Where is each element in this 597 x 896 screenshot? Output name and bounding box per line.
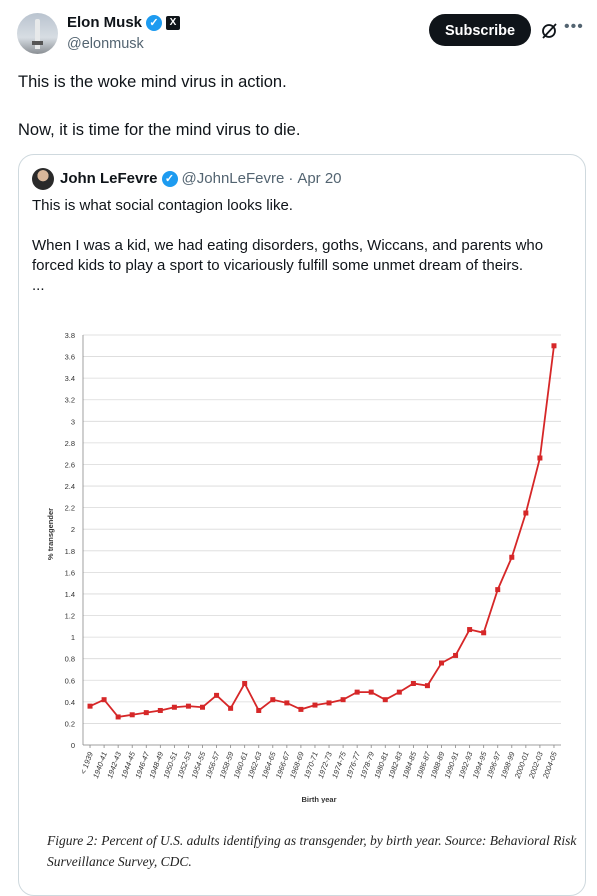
tweet-line-1: This is the woke mind virus in action. — [18, 73, 287, 91]
quote-header: John LeFevre ✓ @JohnLeFevre · Apr 20 — [60, 170, 342, 187]
author-name[interactable]: Elon Musk — [67, 14, 143, 31]
tweet-text: This is the woke mind virus in action. N… — [18, 70, 578, 142]
grok-icon[interactable] — [540, 22, 558, 40]
quote-date[interactable]: Apr 20 — [297, 170, 342, 187]
tweet-line-2: Now, it is time for the mind virus to di… — [18, 121, 301, 139]
y-tick-label: 2.4 — [65, 482, 75, 491]
y-tick-label: 0.4 — [65, 698, 75, 707]
author-avatar[interactable] — [17, 13, 58, 54]
x-axis-label: Birth year — [301, 795, 336, 803]
data-point — [382, 697, 388, 703]
data-point — [298, 706, 304, 712]
x-logo-icon: X — [166, 15, 181, 30]
data-point — [467, 627, 473, 633]
data-point — [143, 710, 149, 716]
data-point — [101, 697, 107, 703]
y-tick-label: 3 — [71, 417, 75, 426]
quote-paragraph-1: This is what social contagion looks like… — [32, 197, 293, 214]
quoted-tweet[interactable]: John LeFevre ✓ @JohnLeFevre · Apr 20 Thi… — [18, 154, 586, 896]
data-point — [354, 689, 360, 695]
author-name-row: Elon Musk ✓ X — [67, 14, 181, 31]
y-tick-label: 2 — [71, 525, 75, 534]
transgender-birth-year-chart: 0 0.2 0.4 0.6 0.8 1 1.2 1.4 1.6 1.8 2 2.2 2.4 2.6 2.8 3… — [46, 331, 561, 803]
data-point — [185, 703, 191, 709]
quote-author-avatar[interactable] — [32, 168, 54, 190]
figure-caption: Figure 2: Percent of U.S. adults identif… — [47, 833, 577, 869]
data-point — [396, 689, 402, 695]
data-point — [270, 697, 276, 703]
series-line — [89, 345, 555, 718]
data-point — [228, 705, 234, 711]
y-tick-label: 3.6 — [65, 353, 75, 362]
tweet-spacer — [18, 94, 578, 118]
data-point — [481, 630, 487, 636]
y-tick-label: 2.8 — [65, 439, 75, 448]
quote-paragraph-2: When I was a kid, we had eating disorder… — [32, 237, 544, 274]
y-tick-label: 1.6 — [65, 568, 75, 577]
data-point — [410, 681, 416, 686]
data-point — [424, 683, 430, 689]
y-tick-label: 0.2 — [65, 719, 75, 728]
y-tick-label: 3.4 — [65, 374, 75, 383]
tweet-header: Elon Musk ✓ X @elonmusk Subscribe ••• — [0, 0, 597, 70]
subscribe-button[interactable]: Subscribe — [429, 14, 531, 46]
y-tick-label: 2.2 — [65, 504, 75, 513]
data-point — [326, 700, 332, 706]
data-point — [495, 587, 501, 593]
y-tick-label: 1.4 — [65, 590, 75, 599]
y-axis-label: % transgender — [46, 508, 55, 560]
data-point — [115, 714, 121, 720]
y-tick-label: 3.2 — [65, 396, 75, 405]
y-tick-label: 1 — [71, 633, 75, 642]
data-point — [509, 554, 515, 560]
data-point — [537, 455, 543, 461]
data-point — [171, 704, 177, 710]
data-point — [368, 689, 374, 695]
quote-text: This is what social contagion looks like… — [32, 196, 572, 296]
verified-badge-icon: ✓ — [146, 14, 163, 31]
quote-ellipsis: ... — [32, 277, 45, 294]
data-point — [214, 692, 220, 698]
data-point — [284, 700, 290, 706]
data-point — [453, 652, 459, 658]
author-handle[interactable]: @elonmusk — [67, 36, 144, 52]
y-tick-label: 1.8 — [65, 547, 75, 556]
data-point — [129, 712, 135, 718]
y-tick-label: 0.8 — [65, 655, 75, 664]
quote-verified-badge-icon: ✓ — [161, 170, 178, 187]
y-tick-label: 1.2 — [65, 612, 75, 621]
y-tick-label: 0 — [71, 741, 75, 750]
avatar-rocket-image — [32, 19, 43, 49]
data-point — [340, 697, 346, 703]
more-icon[interactable]: ••• — [564, 18, 584, 35]
y-tick-label: 2.6 — [65, 460, 75, 469]
data-point — [157, 707, 163, 713]
y-tick-label: 0.6 — [65, 676, 75, 685]
quote-author-handle[interactable]: @JohnLeFevre — [181, 170, 285, 187]
quote-author-name[interactable]: John LeFevre — [60, 170, 158, 187]
data-point — [256, 707, 262, 713]
data-point — [87, 703, 93, 709]
data-point — [551, 343, 557, 349]
data-point — [523, 510, 529, 516]
data-point — [242, 681, 248, 686]
y-tick-label: 3.8 — [65, 331, 75, 340]
quote-spacer — [32, 216, 572, 236]
quote-separator: · — [288, 170, 294, 187]
data-point — [439, 660, 444, 666]
data-point — [200, 704, 205, 710]
data-point — [312, 702, 318, 708]
